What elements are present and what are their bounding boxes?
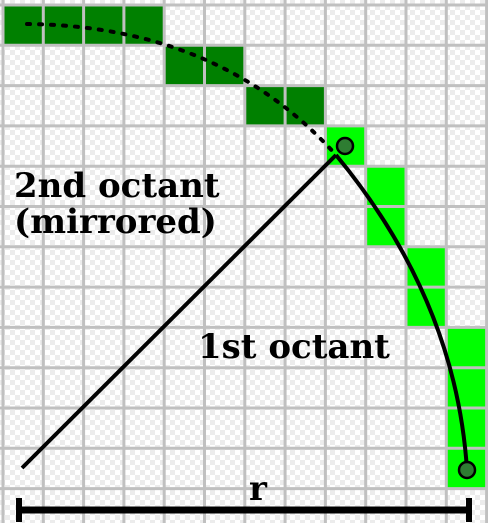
radius-dimension (16, 498, 472, 522)
second-octant-arc (25, 22, 338, 157)
second-octant-pixel (3, 5, 44, 46)
second-octant-pixel (204, 45, 245, 86)
radius-line (20, 153, 338, 470)
first-octant-label: 1st octant (198, 327, 390, 367)
second-octant-pixel (83, 5, 124, 46)
first-octant-pixel (406, 287, 447, 328)
arc-start-point (457, 460, 477, 480)
second-octant-label-line2: (mirrored) (14, 202, 217, 242)
second-octant-label-line1: 2nd octant (14, 166, 220, 206)
first-octant-pixel (446, 408, 487, 449)
first-octant-pixel (446, 327, 487, 368)
radius-label: r (249, 469, 268, 509)
first-octant-arc (334, 153, 469, 471)
octant-boundary-point (335, 136, 355, 156)
second-octant-pixel (285, 85, 326, 126)
